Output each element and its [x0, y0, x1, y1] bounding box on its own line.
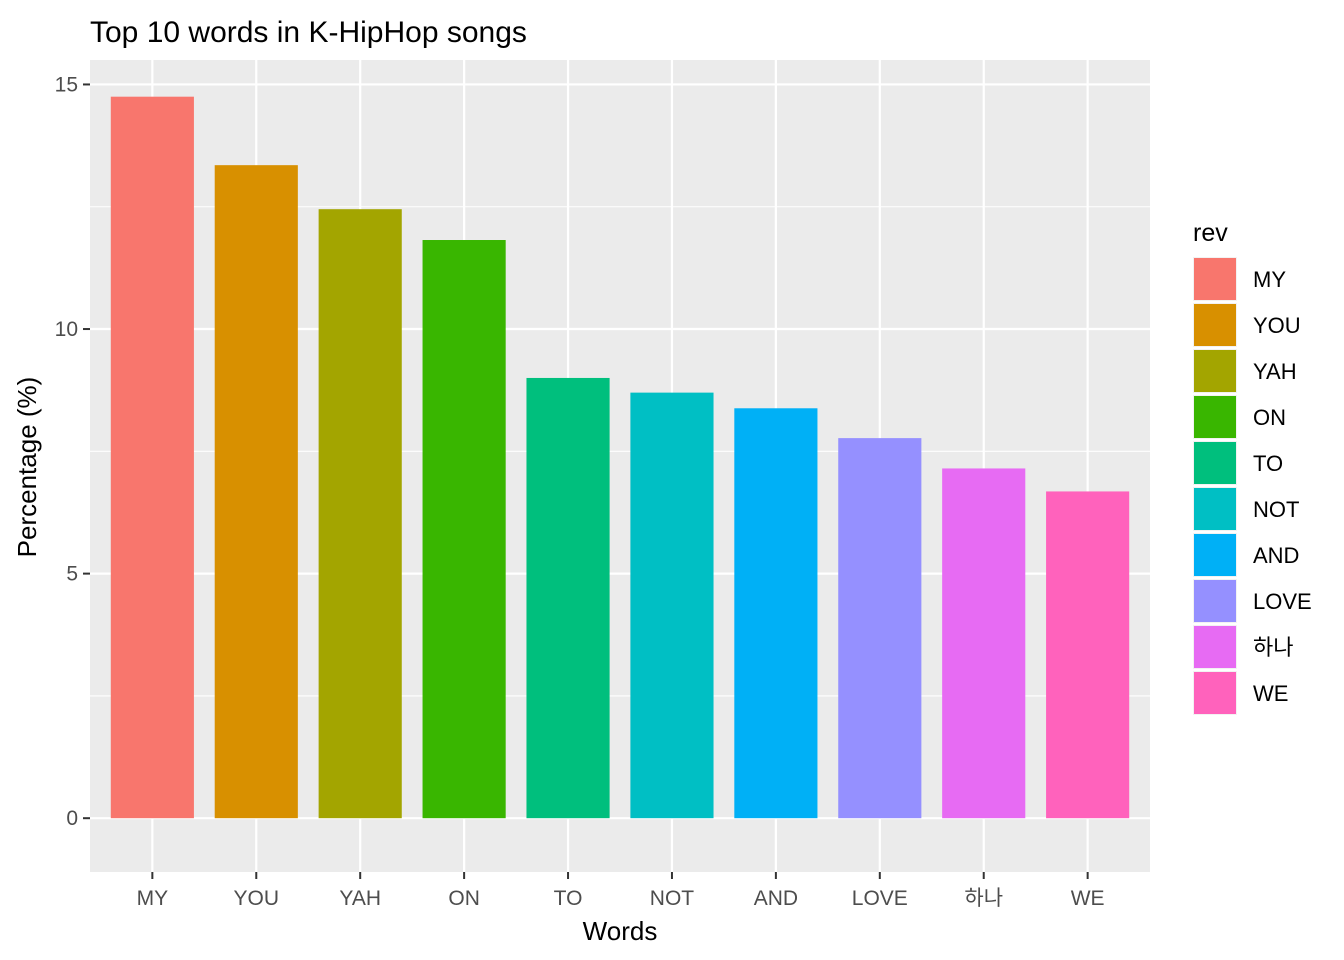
x-tick-label: ON: [448, 887, 480, 910]
legend-swatch: [1194, 442, 1236, 484]
x-tick-label: AND: [754, 887, 798, 910]
x-tick-label: LOVE: [852, 887, 908, 910]
y-tick-label: 15: [55, 73, 78, 96]
legend-label: YAH: [1253, 359, 1297, 384]
legend-label: AND: [1253, 543, 1299, 568]
legend-label: MY: [1253, 267, 1286, 292]
y-axis-title: Percentage (%): [12, 377, 42, 558]
y-tick-label: 5: [66, 563, 78, 586]
legend-label: ON: [1253, 405, 1286, 430]
legend-swatch: [1194, 396, 1236, 438]
x-tick-label: MY: [137, 887, 169, 910]
bar-6: [630, 392, 714, 819]
bar-9: [942, 468, 1026, 819]
chart-title: Top 10 words in K-HipHop songs: [90, 16, 527, 49]
y-tick-label: 0: [66, 807, 78, 830]
bar-4: [422, 240, 506, 819]
bar-2: [214, 165, 298, 819]
bar-5: [526, 377, 610, 819]
x-tick-label: 하나: [964, 887, 1003, 910]
bars: [110, 96, 1130, 819]
legend-label: TO: [1253, 451, 1283, 476]
bar-10: [1046, 491, 1130, 819]
legend-swatch: [1194, 488, 1236, 530]
legend-swatch: [1194, 626, 1236, 668]
legend-swatch: [1194, 534, 1236, 576]
x-tick-label: YAH: [339, 887, 381, 910]
legend-swatch: [1194, 672, 1236, 714]
x-axis-ticks: MY YOU YAH ON TO NOT AND LOVE 하나 WE: [137, 872, 1105, 910]
legend: rev MY YOU YAH ON TO NOT AND LOVE 하나 WE: [1193, 219, 1312, 715]
legend-label: WE: [1253, 681, 1288, 706]
y-axis-ticks: 0 5 10 15: [55, 73, 90, 830]
x-tick-label: TO: [554, 887, 583, 910]
x-axis-title: Words: [583, 916, 658, 946]
legend-label: NOT: [1253, 497, 1299, 522]
bar-1: [110, 96, 194, 819]
y-tick-label: 10: [55, 318, 78, 341]
legend-label: YOU: [1253, 313, 1301, 338]
x-tick-label: NOT: [650, 887, 695, 910]
legend-swatch: [1194, 350, 1236, 392]
x-tick-label: YOU: [234, 887, 280, 910]
bar-8: [838, 438, 922, 819]
legend-label: LOVE: [1253, 589, 1312, 614]
x-tick-label: WE: [1071, 887, 1105, 910]
legend-swatch: [1194, 258, 1236, 300]
bar-7: [734, 408, 818, 819]
bar-3: [318, 209, 402, 819]
legend-title: rev: [1193, 219, 1228, 247]
legend-swatch: [1194, 580, 1236, 622]
legend-swatch: [1194, 304, 1236, 346]
legend-label: 하나: [1253, 635, 1293, 660]
